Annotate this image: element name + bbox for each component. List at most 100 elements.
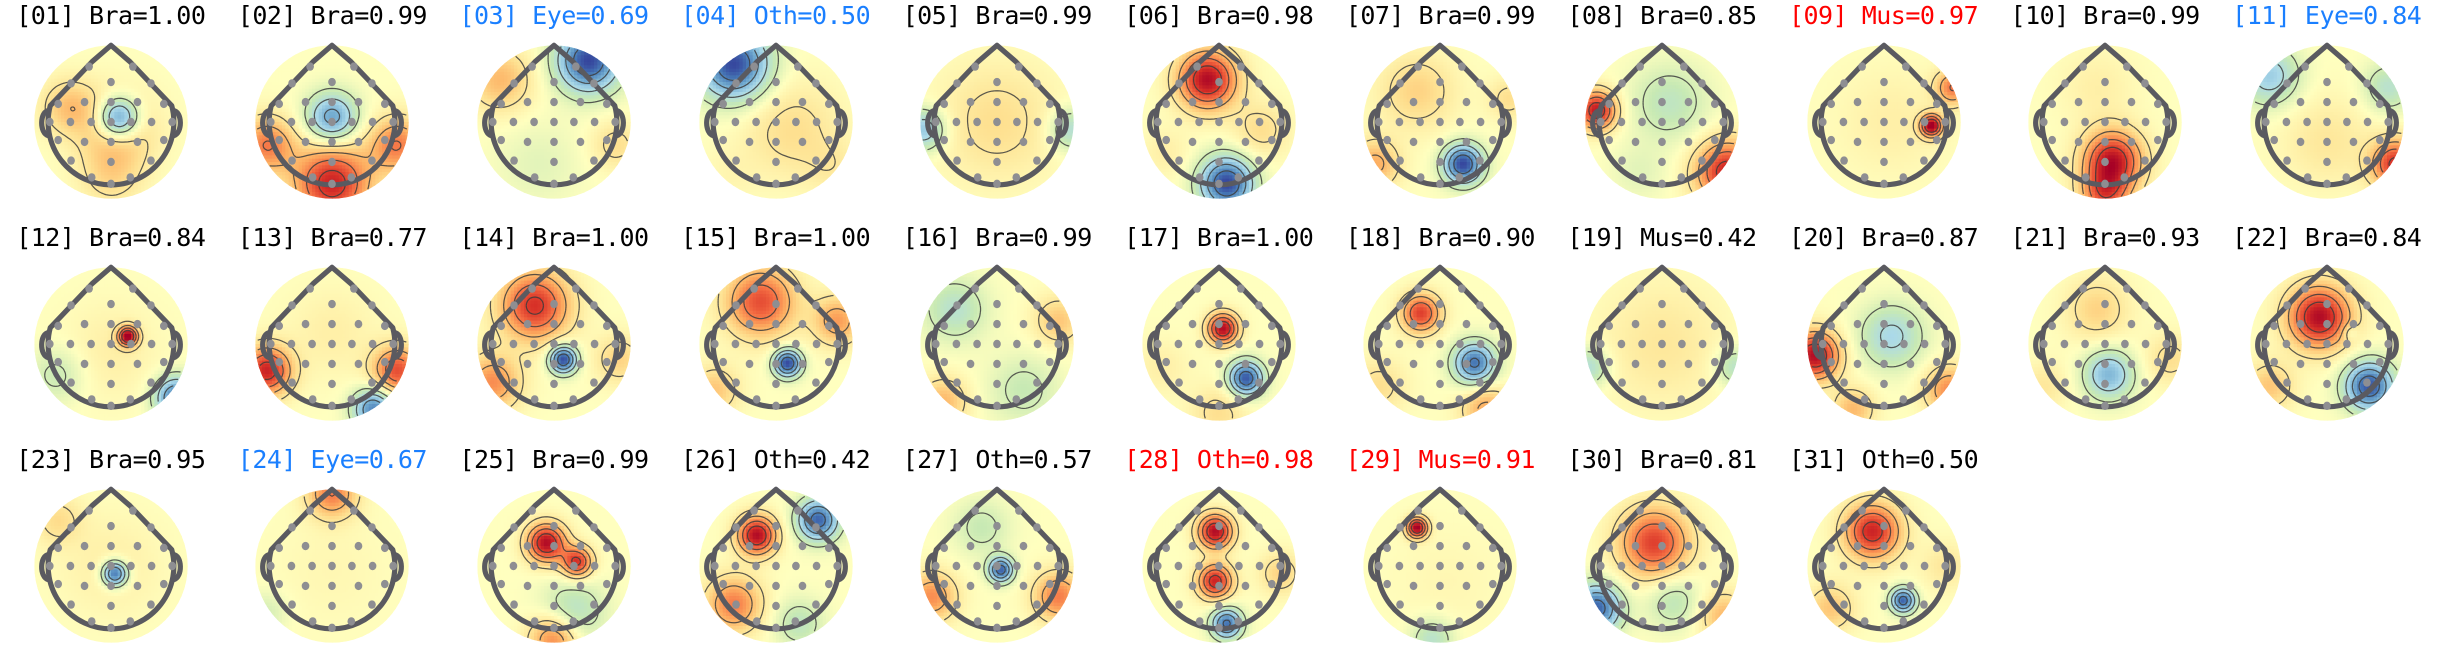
component-cell-02[interactable]: [02] Bra=0.99 <box>222 0 444 222</box>
component-cell-12[interactable]: [12] Bra=0.84 <box>0 222 222 444</box>
sensor-marker <box>2362 156 2371 165</box>
sensor-marker <box>771 401 780 411</box>
sensor-marker <box>1046 579 1054 589</box>
ear-right <box>835 330 848 361</box>
topomap-scalp <box>34 264 188 421</box>
component-cell-31[interactable]: [31] Oth=0.50 <box>1773 444 1995 666</box>
sensor-marker <box>1214 137 1223 147</box>
sensor-marker <box>1193 506 1201 515</box>
sensor-marker <box>1919 378 1928 387</box>
sensor-marker <box>791 561 800 571</box>
sensor-marker <box>731 339 739 349</box>
sensor-marker <box>2342 117 2351 127</box>
component-cell-24[interactable]: [24] Eye=0.67 <box>222 444 444 666</box>
sensor-marker <box>1497 117 1506 127</box>
component-cell-03[interactable]: [03] Eye=0.69 <box>443 0 665 222</box>
component-cell-19[interactable]: [19] Mus=0.42 <box>1551 222 1773 444</box>
sensor-marker <box>1853 541 1861 551</box>
sensor-marker <box>2048 99 2057 109</box>
sensor-marker <box>1162 543 1170 553</box>
component-cell-01[interactable]: [01] Bra=1.00 <box>0 0 222 222</box>
sensor-marker <box>1033 156 1041 165</box>
component-cell-04[interactable]: [04] Oth=0.50 <box>665 0 887 222</box>
sensor-marker <box>1214 379 1223 389</box>
component-cell-16[interactable]: [16] Bra=0.99 <box>886 222 1108 444</box>
sensor-marker <box>1919 156 1928 165</box>
component-cell-28[interactable]: [28] Oth=0.98 <box>1108 444 1330 666</box>
component-cell-13[interactable]: [13] Bra=0.77 <box>222 222 444 444</box>
component-cell-20[interactable]: [20] Bra=0.87 <box>1773 222 1995 444</box>
sensor-marker <box>1906 541 1914 551</box>
ear-left <box>1590 552 1603 583</box>
component-cell-17[interactable]: [17] Bra=1.00 <box>1108 222 1330 444</box>
sensor-marker <box>771 137 780 147</box>
sensor-marker <box>1214 623 1223 633</box>
component-cell-14[interactable]: [14] Bra=1.00 <box>443 222 665 444</box>
sensor-marker <box>1214 179 1223 189</box>
sensor-marker <box>1617 561 1626 571</box>
sensor-marker <box>302 97 310 107</box>
component-cell-05[interactable]: [05] Bra=0.99 <box>886 0 1108 222</box>
component-cell-15[interactable]: [15] Bra=1.00 <box>665 222 887 444</box>
sensor-marker <box>381 321 390 331</box>
sensor-marker <box>1860 617 1869 626</box>
sensor-marker <box>1267 99 1276 109</box>
sensor-marker <box>2282 117 2291 127</box>
sensor-marker <box>275 321 284 331</box>
sensor-marker <box>1054 117 1063 127</box>
component-cell-21[interactable]: [21] Bra=0.93 <box>1994 222 2216 444</box>
component-cell-30[interactable]: [30] Bra=0.81 <box>1551 444 1773 666</box>
sensor-marker <box>1932 321 1941 331</box>
sensor-marker <box>1899 173 1907 182</box>
sensor-marker <box>1195 561 1203 571</box>
sensor-marker <box>771 561 780 571</box>
sensor-marker <box>128 506 137 515</box>
sensor-marker <box>1462 97 1471 107</box>
sensor-marker <box>497 135 506 145</box>
component-cell-25[interactable]: [25] Bra=0.99 <box>443 444 665 666</box>
component-cell-27[interactable]: [27] Oth=0.57 <box>886 444 1108 666</box>
component-cell-11[interactable]: [11] Eye=0.84 <box>2216 0 2438 222</box>
component-cell-26[interactable]: [26] Oth=0.42 <box>665 444 887 666</box>
sensor-marker <box>1476 600 1485 609</box>
sensor-marker <box>1015 506 1023 515</box>
component-cell-09[interactable]: [09] Mus=0.97 <box>1773 0 1995 222</box>
sensor-marker <box>1013 339 1021 349</box>
sensor-marker <box>1879 117 1888 127</box>
head-outline <box>1818 42 1949 188</box>
sensor-marker <box>752 395 761 404</box>
component-label: [08] Bra=0.85 <box>1567 2 1757 30</box>
sensor-marker <box>973 561 982 571</box>
sensor-marker <box>523 97 532 107</box>
sensor-marker <box>2048 321 2057 331</box>
component-cell-23[interactable]: [23] Bra=0.95 <box>0 444 222 666</box>
ear-left <box>925 552 938 583</box>
head-outline <box>488 264 620 410</box>
component-label: [26] Oth=0.42 <box>681 446 871 474</box>
sensor-marker <box>993 179 1002 189</box>
contour-lines <box>703 46 836 171</box>
component-cell-18[interactable]: [18] Bra=0.90 <box>1330 222 1552 444</box>
sensor-marker <box>771 179 780 189</box>
sensor-marker <box>1658 299 1666 309</box>
sensor-marker <box>1658 541 1666 551</box>
sensor-marker <box>1631 319 1640 329</box>
sensor-marker <box>1456 561 1465 571</box>
sensor-marker <box>1638 339 1646 349</box>
ear-right <box>613 108 626 139</box>
sensor-marker <box>932 561 940 571</box>
sensor-marker <box>1618 378 1626 387</box>
sensor-marker <box>993 623 1002 633</box>
head-outline <box>1596 42 1728 188</box>
sensor-marker <box>1879 521 1888 531</box>
component-cell-08[interactable]: [08] Bra=0.85 <box>1551 0 1773 222</box>
sensor-marker <box>347 395 356 404</box>
component-cell-06[interactable]: [06] Bra=0.98 <box>1108 0 1330 222</box>
component-cell-22[interactable]: [22] Bra=0.84 <box>2216 222 2438 444</box>
sensor-marker <box>1698 339 1707 349</box>
component-cell-07[interactable]: [07] Bra=0.99 <box>1330 0 1552 222</box>
component-cell-10[interactable]: [10] Bra=0.99 <box>1994 0 2216 222</box>
sensor-marker <box>576 541 585 551</box>
component-label: [18] Bra=0.90 <box>1346 224 1536 252</box>
component-cell-29[interactable]: [29] Mus=0.91 <box>1330 444 1552 666</box>
